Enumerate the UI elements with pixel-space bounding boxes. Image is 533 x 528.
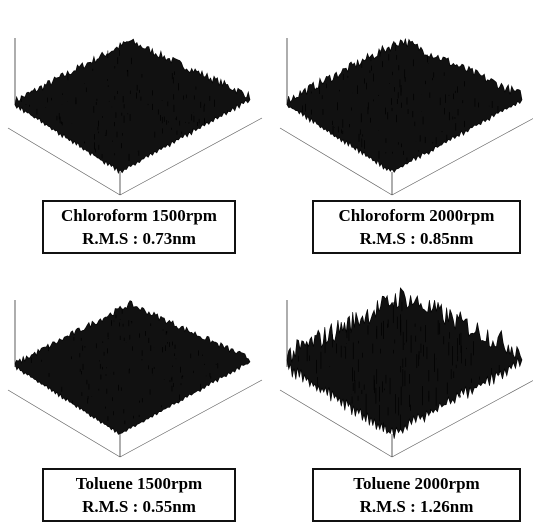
- caption-title: Chloroform 1500rpm: [44, 204, 234, 227]
- surface: [287, 288, 522, 439]
- caption-rms: R.M.S : 0.85nm: [314, 227, 519, 250]
- caption-rms: R.M.S : 1.26nm: [314, 495, 519, 518]
- caption-box: Toluene 2000rpm R.M.S : 1.26nm: [312, 468, 521, 522]
- figure: Chloroform 1500rpm R.M.S : 0.73nm Chloro…: [0, 0, 533, 528]
- caption-box: Toluene 1500rpm R.M.S : 0.55nm: [42, 468, 236, 522]
- caption-title: Chloroform 2000rpm: [314, 204, 519, 227]
- caption-box: Chloroform 1500rpm R.M.S : 0.73nm: [42, 200, 236, 254]
- afm-images: [0, 0, 533, 528]
- caption-box: Chloroform 2000rpm R.M.S : 0.85nm: [312, 200, 521, 254]
- caption-rms: R.M.S : 0.73nm: [44, 227, 234, 250]
- caption-rms: R.M.S : 0.55nm: [44, 495, 234, 518]
- caption-title: Toluene 2000rpm: [314, 472, 519, 495]
- caption-title: Toluene 1500rpm: [44, 472, 234, 495]
- surface: [287, 39, 522, 173]
- surface: [15, 301, 250, 435]
